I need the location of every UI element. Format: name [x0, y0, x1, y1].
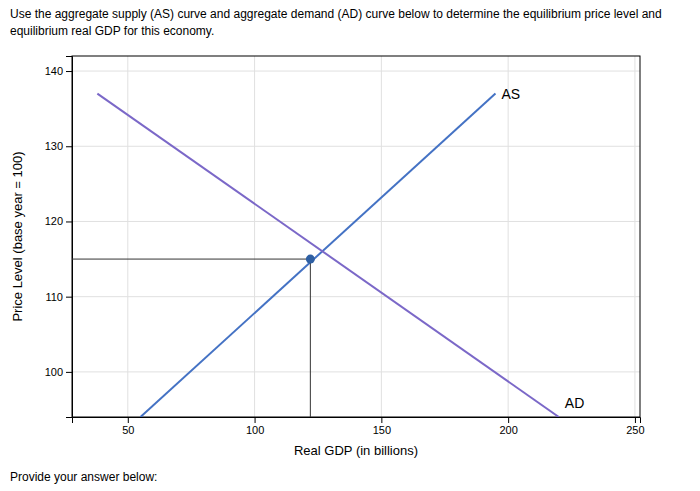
y-tick: 110 — [45, 291, 72, 303]
plot: 50 100 150 200 250 100 110 120 130 140 AS AD — [45, 56, 645, 436]
tick-label: 140 — [45, 65, 63, 77]
tick-mark — [635, 417, 636, 423]
grid-line — [72, 71, 640, 72]
x-tick: 50 — [122, 417, 134, 436]
line — [140, 94, 495, 417]
tick-label: 120 — [45, 215, 63, 227]
grid-line — [254, 56, 255, 417]
tick-label: 250 — [626, 424, 644, 436]
x-axis: 50 100 150 200 250 — [73, 417, 645, 436]
grid-line — [634, 56, 635, 417]
axis-line — [73, 418, 641, 424]
series-label: AS — [501, 86, 520, 102]
y-tick: 100 — [45, 366, 72, 378]
tick-mark — [128, 417, 129, 423]
y-axis: 100 110 120 130 140 — [45, 57, 73, 418]
tick-mark — [66, 146, 72, 147]
chart: Use the aggregate supply (AS) curve and … — [0, 0, 700, 491]
equilibrium-point — [306, 255, 315, 264]
tick-mark — [508, 417, 509, 423]
tick-mark — [66, 372, 72, 373]
tick-label: 110 — [45, 291, 63, 303]
tick-label: 130 — [45, 140, 63, 152]
y-tick: 130 — [45, 140, 72, 152]
tick-mark — [66, 221, 72, 222]
tick-mark — [255, 417, 256, 423]
tick-mark — [66, 297, 72, 298]
tick-label: 50 — [122, 424, 134, 436]
tick-label: 150 — [373, 424, 391, 436]
tick-mark — [381, 417, 382, 423]
guide-line — [310, 259, 311, 417]
grid-line — [72, 296, 640, 297]
x-tick: 250 — [626, 417, 644, 436]
annotation: Provide your answer below: — [10, 470, 157, 484]
tick-label: 100 — [45, 366, 63, 378]
x-axis-title: Real GDP (in billions) — [294, 443, 418, 458]
grid-line — [72, 146, 640, 147]
tick-label: 100 — [246, 424, 264, 436]
series-label: AD — [565, 395, 584, 411]
x-tick: 150 — [373, 417, 391, 436]
subtitle: equilibrium real GDP for this economy. — [10, 24, 214, 38]
grid-line — [508, 56, 509, 417]
grid-line — [72, 371, 640, 372]
grid — [72, 56, 640, 417]
plot-frame — [72, 56, 640, 417]
line — [97, 94, 559, 417]
guide-line — [72, 259, 310, 260]
title: Use the aggregate supply (AS) curve and … — [10, 7, 662, 21]
tick-mark — [66, 71, 72, 72]
marks — [72, 94, 559, 417]
x-tick: 200 — [499, 417, 517, 436]
y-tick: 140 — [45, 65, 72, 77]
tick-label: 200 — [499, 424, 517, 436]
y-tick: 120 — [45, 215, 72, 227]
y-axis-title: Price Level (base year = 100) — [10, 151, 25, 321]
x-tick: 100 — [246, 417, 264, 436]
grid-line — [127, 56, 128, 417]
grid-line — [381, 56, 382, 417]
series-labels: AS AD — [501, 86, 584, 411]
